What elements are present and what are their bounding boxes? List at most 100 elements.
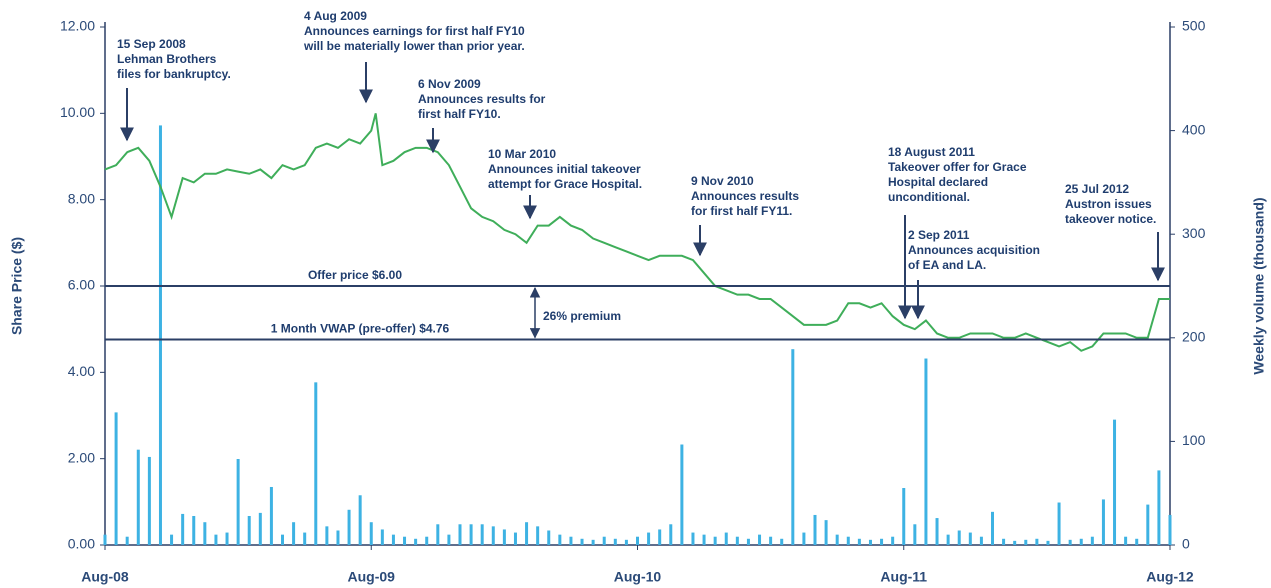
volume-bar (613, 538, 617, 545)
volume-bar (336, 530, 340, 545)
y-tick-label: 10.00 (60, 104, 95, 120)
volume-bar (158, 125, 162, 546)
volume-bar (647, 532, 651, 545)
y-tick-label: 6.00 (68, 277, 95, 293)
volume-bar (902, 488, 906, 545)
volume-bar (935, 518, 939, 545)
volume-bar (214, 534, 218, 545)
volume-bar (136, 449, 140, 545)
y-tick-label: 0.00 (68, 536, 95, 552)
volume-bar (147, 456, 151, 545)
annotation-text: 10 Mar 2010 (488, 147, 556, 161)
volume-bar (1079, 538, 1083, 545)
y2-tick-label: 0 (1182, 536, 1190, 552)
volume-bar (314, 382, 318, 545)
volume-bar (924, 358, 928, 545)
volume-bar (1024, 539, 1028, 545)
volume-bar (125, 536, 129, 545)
volume-bar (1035, 538, 1039, 545)
volume-bar (758, 534, 762, 545)
volume-bar (403, 536, 407, 545)
volume-bar (425, 536, 429, 545)
volume-bar (181, 513, 185, 545)
annotation-text: Announces results (691, 189, 799, 203)
price-line (104, 113, 1170, 352)
volume-bar (247, 515, 251, 545)
volume-bar (846, 536, 850, 545)
volume-bar (281, 534, 284, 545)
x-tick-label: Aug-12 (1146, 569, 1194, 585)
volume-bar (458, 524, 462, 545)
x-tick-label: Aug-09 (348, 569, 396, 585)
reference-label: 1 Month VWAP (pre-offer) $4.76 (271, 322, 450, 336)
volume-bar (170, 534, 174, 545)
annotation-text: 15 Sep 2008 (117, 37, 186, 51)
volume-bar (957, 530, 961, 545)
volume-bar (658, 529, 662, 545)
volume-bar (913, 524, 917, 545)
volume-bar (369, 522, 373, 545)
volume-bar (269, 486, 273, 545)
annotation-text: 2 Sep 2011 (908, 228, 970, 242)
volume-bar (1046, 540, 1050, 545)
volume-bar (569, 536, 573, 545)
volume-bar (602, 536, 606, 545)
volume-bar (192, 515, 196, 545)
annotation-text: 18 August 2011 (888, 145, 975, 159)
volume-bar (203, 522, 207, 545)
y-tick-label: 12.00 (60, 18, 95, 34)
volume-bar (813, 514, 817, 545)
volume-bar (624, 539, 628, 545)
volume-bar (991, 511, 994, 545)
volume-bar (713, 536, 717, 545)
volume-bar (114, 412, 118, 545)
volume-bar (968, 532, 972, 545)
volume-bar (868, 539, 872, 545)
volume-bar (103, 534, 107, 545)
volume-bar (591, 539, 595, 545)
annotation-text: for first half FY11. (691, 204, 792, 218)
volume-bar (469, 524, 473, 545)
annotation-text: Announces acquisition (908, 243, 1040, 257)
volume-bar (1057, 502, 1061, 545)
volume-bar (880, 538, 884, 545)
y2-tick-label: 500 (1182, 18, 1206, 34)
annotation-text: files for bankruptcy. (117, 67, 231, 81)
annotation-text: Austron issues (1065, 197, 1152, 211)
annotation-text: Takeover offer for Grace (888, 160, 1027, 174)
annotation-text: Lehman Brothers (117, 52, 217, 66)
volume-bar (946, 534, 950, 545)
volume-bar (669, 524, 673, 545)
annotation-text: 6 Nov 2009 (418, 77, 481, 91)
annotation-text: Announces initial takeover (488, 162, 641, 176)
volume-bar (414, 538, 418, 545)
volume-bar (724, 532, 728, 545)
annotation-text: unconditional. (888, 190, 970, 204)
volume-bar (547, 530, 551, 545)
y-tick-label: 8.00 (68, 190, 95, 206)
volume-bar (802, 532, 806, 545)
annotation-text: 9 Nov 2010 (691, 174, 754, 188)
annotation-text: 4 Aug 2009 (304, 9, 367, 23)
volume-bar (835, 534, 839, 545)
volume-bar (979, 536, 983, 545)
volume-bar (447, 534, 451, 545)
reference-label: Offer price $6.00 (308, 268, 402, 282)
x-tick-label: Aug-08 (81, 569, 129, 585)
volume-bar (292, 522, 296, 545)
volume-bar (691, 532, 695, 545)
y-axis-title: Share Price ($) (9, 237, 25, 335)
volume-bar (746, 538, 750, 545)
volume-bar (236, 459, 240, 545)
volume-bar (502, 529, 506, 545)
volume-bar (325, 526, 329, 545)
volume-bar (536, 526, 540, 545)
x-tick-label: Aug-11 (880, 569, 927, 585)
volume-bar (380, 529, 384, 545)
volume-bar (702, 534, 706, 545)
y2-tick-label: 300 (1182, 225, 1206, 241)
y2-axis-title: Weekly volume (thousand) (1251, 197, 1267, 374)
volume-bar (347, 509, 351, 545)
volume-bar (480, 524, 484, 545)
